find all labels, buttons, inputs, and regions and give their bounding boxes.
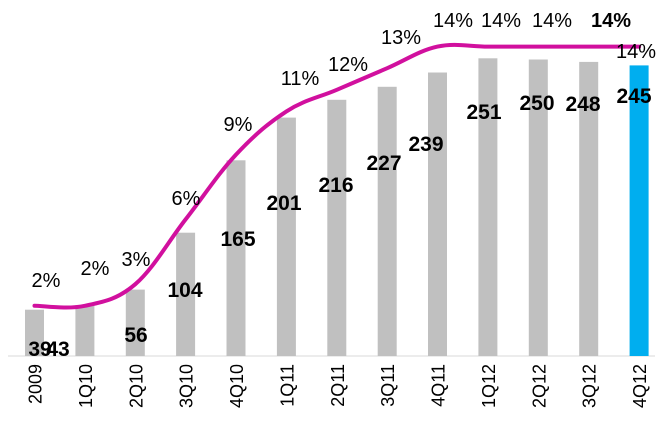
x-tick-labels: 2009 1Q10 2Q10 3Q10 4Q10 1Q11 2Q11 3Q11 4Q11 1Q12… [26, 364, 651, 408]
bar-1Q10 [75, 305, 95, 356]
x-tick-label-1Q12: 1Q12 [479, 364, 499, 408]
line-value-label-4Q12: 14% [616, 41, 656, 63]
bar-3Q12 [579, 61, 599, 357]
bar-value-label-1Q10: 43 [46, 338, 69, 361]
bar-4Q10 [226, 160, 246, 356]
line-value-label-1Q12: 14% [481, 10, 521, 32]
line-value-label-3Q12: 14% [591, 10, 631, 32]
bar-3Q10 [176, 232, 196, 356]
bar-2Q11 [327, 99, 347, 357]
line-value-label-3Q11: 13% [381, 27, 421, 49]
x-tick-label-3Q11: 3Q11 [378, 364, 398, 407]
bar-value-label-1Q11: 201 [266, 192, 301, 215]
bar-value-label-2Q11: 216 [318, 174, 353, 197]
bar-1Q11 [276, 117, 296, 356]
line-value-label-2Q12: 14% [532, 10, 572, 32]
x-tick-label-2Q11: 2Q11 [328, 364, 348, 407]
bar-2009 [25, 309, 44, 356]
bar-value-label-3Q11: 227 [366, 152, 401, 175]
bar-value-label-2Q10: 56 [124, 324, 147, 347]
bar-value-label-3Q10: 104 [167, 279, 202, 302]
bar-value-label-3Q12: 248 [565, 93, 600, 116]
x-tick-label-4Q12: 4Q12 [630, 364, 650, 408]
x-tick-label-4Q11: 4Q11 [429, 364, 449, 407]
line-value-label-3Q10: 6% [172, 188, 201, 210]
x-tick-label-2Q12: 2Q12 [529, 364, 549, 408]
bar-value-label-4Q12: 245 [616, 85, 651, 108]
bar-value-label-2Q12: 250 [519, 92, 554, 115]
bar-value-label-2009: 39 [28, 338, 51, 361]
bar-3Q11 [377, 86, 397, 357]
x-tick-label-1Q11: 1Q11 [277, 364, 297, 407]
line-value-label-2Q11: 12% [328, 54, 368, 76]
line-value-label-2Q10: 3% [122, 249, 151, 271]
bar-2Q10 [125, 289, 145, 356]
x-tick-label-2009: 2009 [26, 364, 46, 404]
line-value-label-4Q10: 9% [224, 114, 253, 136]
bar-4Q11 [428, 72, 447, 356]
x-tick-label-3Q10: 3Q10 [177, 364, 197, 408]
line-series-group [32, 42, 642, 310]
line-series [32, 42, 642, 310]
bar-value-label-1Q12: 251 [466, 101, 501, 124]
line-value-labels: 2% 2% 3% 6% 9% 11% 12% 13% 14% 14% 14% 14% 14% [32, 10, 657, 292]
bar-group [25, 58, 649, 357]
line-value-label-1Q10: 2% [81, 258, 110, 280]
bar-value-label-4Q10: 165 [220, 228, 255, 251]
x-tick-label-4Q10: 4Q10 [227, 364, 247, 408]
bar-2Q12 [528, 59, 548, 356]
line-value-label-4Q11: 14% [433, 10, 473, 32]
x-tick-label-3Q12: 3Q12 [580, 364, 600, 408]
bar-4Q12 [629, 65, 649, 357]
line-value-label-2009: 2% [32, 270, 61, 292]
x-tick-label-2Q10: 2Q10 [126, 364, 146, 408]
bar-value-label-4Q11: 239 [408, 133, 443, 156]
x-tick-label-1Q10: 1Q10 [76, 364, 96, 408]
line-value-label-1Q11: 11% [281, 68, 320, 90]
bar-1Q12 [478, 58, 498, 357]
